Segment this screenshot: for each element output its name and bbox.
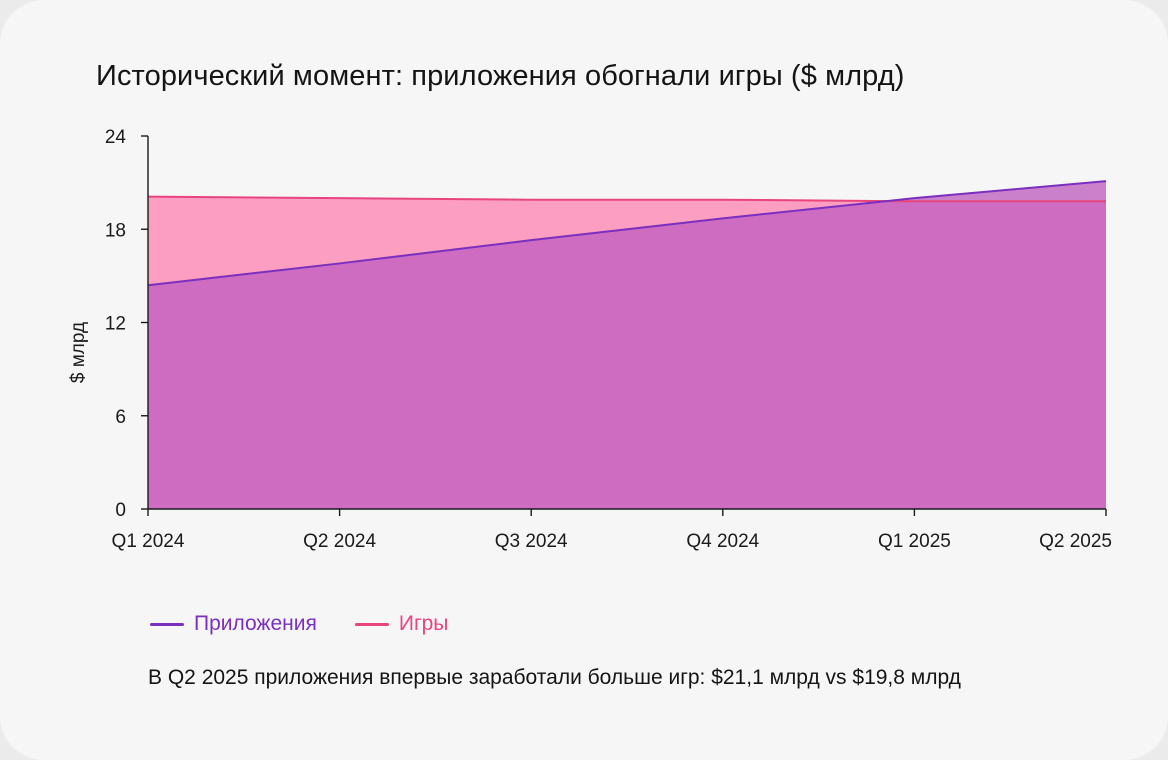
legend: Приложения Игры — [150, 612, 448, 636]
y-tick-label-1: 6 — [115, 407, 126, 428]
y-tick-label-3: 18 — [105, 220, 126, 241]
x-tick-label-3: Q4 2024 — [686, 531, 759, 552]
legend-swatch-games — [354, 622, 389, 626]
chart-title: Исторический момент: приложения обогнали… — [96, 60, 905, 92]
plot-area — [147, 180, 1107, 510]
legend-label-apps: Приложения — [194, 612, 317, 635]
chart-annotation: В Q2 2025 приложения впервые заработали … — [148, 666, 961, 689]
axes: 0 6 12 18 24 Q1 2024 Q2 2024 Q3 2024 Q4 2024 Q1 2… — [68, 127, 1112, 552]
apps-area — [148, 181, 1106, 509]
area-chart: 0 6 12 18 24 Q1 2024 Q2 2024 Q3 2024 Q4 2024 Q1 2… — [68, 127, 1112, 552]
x-tick-label-5: Q2 2025 — [1039, 531, 1112, 552]
legend-item-games[interactable]: Игры — [354, 612, 449, 636]
y-tick-label-4: 24 — [105, 127, 127, 148]
y-tick-label-2: 12 — [105, 314, 126, 335]
x-tick-label-4: Q1 2025 — [878, 531, 951, 552]
games-line — [147, 195, 1106, 203]
x-tick-label-0: Q1 2024 — [112, 531, 185, 552]
y-tick-label-0: 0 — [115, 500, 126, 521]
x-tick-label-2: Q3 2024 — [495, 531, 568, 552]
x-tick-label-1: Q2 2024 — [303, 531, 376, 552]
legend-item-apps[interactable]: Приложения — [150, 612, 317, 636]
legend-label-games: Игры — [398, 612, 449, 635]
y-axis-label: $ млрд — [68, 322, 89, 383]
legend-swatch-apps — [150, 622, 184, 626]
apps-line — [147, 180, 1107, 287]
